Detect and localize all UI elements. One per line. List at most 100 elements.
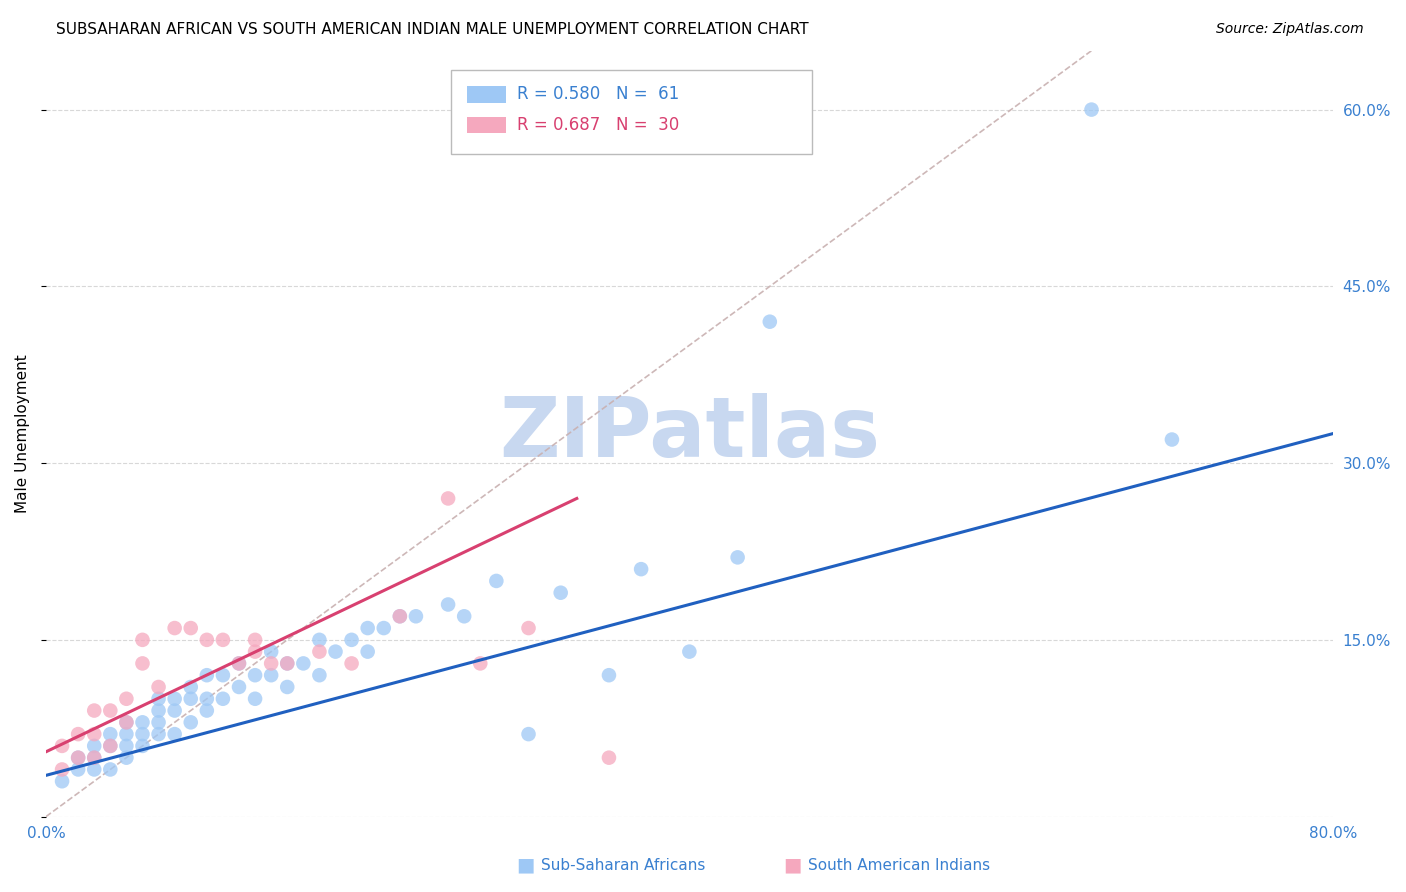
Point <box>276 657 298 671</box>
Point <box>67 750 90 764</box>
Point <box>630 562 652 576</box>
Point <box>148 715 170 730</box>
Point <box>148 727 170 741</box>
Point <box>148 691 170 706</box>
Point <box>67 763 90 777</box>
Point <box>115 727 138 741</box>
Point <box>276 657 298 671</box>
FancyBboxPatch shape <box>467 86 506 103</box>
Point <box>83 739 105 753</box>
Point <box>598 750 620 764</box>
Point <box>517 621 540 635</box>
Point <box>98 704 121 718</box>
Text: ZIPatlas: ZIPatlas <box>499 393 880 475</box>
Point <box>373 621 395 635</box>
Point <box>163 621 186 635</box>
Point <box>163 704 186 718</box>
Point <box>180 691 202 706</box>
Point <box>340 657 363 671</box>
Point <box>98 727 121 741</box>
Point <box>115 739 138 753</box>
Point <box>228 657 250 671</box>
Point <box>98 739 121 753</box>
Point <box>115 750 138 764</box>
Point <box>180 715 202 730</box>
Point <box>51 739 73 753</box>
Point <box>1161 433 1184 447</box>
Text: ■: ■ <box>516 855 534 875</box>
Point <box>148 680 170 694</box>
Point <box>131 727 153 741</box>
Point <box>163 727 186 741</box>
Point <box>195 632 218 647</box>
Point <box>437 598 460 612</box>
Point <box>67 750 90 764</box>
Point <box>759 315 782 329</box>
Point <box>115 691 138 706</box>
Point <box>437 491 460 506</box>
Point <box>243 632 266 647</box>
Point <box>260 657 283 671</box>
Point <box>292 657 315 671</box>
Point <box>212 632 235 647</box>
Point <box>83 704 105 718</box>
Point <box>357 621 380 635</box>
Point <box>195 668 218 682</box>
Point <box>453 609 475 624</box>
Point <box>212 691 235 706</box>
Point <box>83 763 105 777</box>
Point <box>131 715 153 730</box>
Point <box>51 763 73 777</box>
Point <box>195 704 218 718</box>
Text: Sub-Saharan Africans: Sub-Saharan Africans <box>541 858 706 872</box>
Point <box>485 574 508 588</box>
Point <box>276 680 298 694</box>
Text: Source: ZipAtlas.com: Source: ZipAtlas.com <box>1216 22 1364 37</box>
Text: SUBSAHARAN AFRICAN VS SOUTH AMERICAN INDIAN MALE UNEMPLOYMENT CORRELATION CHART: SUBSAHARAN AFRICAN VS SOUTH AMERICAN IND… <box>56 22 808 37</box>
Point <box>550 585 572 599</box>
Point <box>148 704 170 718</box>
Point <box>1080 103 1102 117</box>
Point <box>357 645 380 659</box>
Point <box>212 668 235 682</box>
Point <box>180 680 202 694</box>
Point <box>598 668 620 682</box>
Point <box>51 774 73 789</box>
Point <box>517 727 540 741</box>
Text: South American Indians: South American Indians <box>808 858 991 872</box>
Point <box>470 657 492 671</box>
Point <box>131 632 153 647</box>
Point <box>340 632 363 647</box>
Point <box>83 727 105 741</box>
Point <box>115 715 138 730</box>
Point <box>388 609 411 624</box>
Point <box>405 609 427 624</box>
Point <box>131 739 153 753</box>
Point <box>98 739 121 753</box>
Point <box>98 763 121 777</box>
Point <box>260 645 283 659</box>
Point <box>115 715 138 730</box>
Text: R = 0.580   N =  61: R = 0.580 N = 61 <box>516 86 679 103</box>
Point <box>727 550 749 565</box>
Point <box>195 691 218 706</box>
Point <box>83 750 105 764</box>
Point <box>83 750 105 764</box>
FancyBboxPatch shape <box>467 117 506 134</box>
Point <box>67 727 90 741</box>
Point <box>180 621 202 635</box>
Point <box>163 691 186 706</box>
Point <box>388 609 411 624</box>
Point <box>260 668 283 682</box>
Point <box>228 680 250 694</box>
Point <box>131 657 153 671</box>
Point <box>243 691 266 706</box>
Text: ■: ■ <box>783 855 801 875</box>
Point <box>308 632 330 647</box>
Point <box>308 668 330 682</box>
Point <box>678 645 700 659</box>
FancyBboxPatch shape <box>451 70 811 154</box>
Point <box>308 645 330 659</box>
Point <box>243 645 266 659</box>
Point <box>228 657 250 671</box>
